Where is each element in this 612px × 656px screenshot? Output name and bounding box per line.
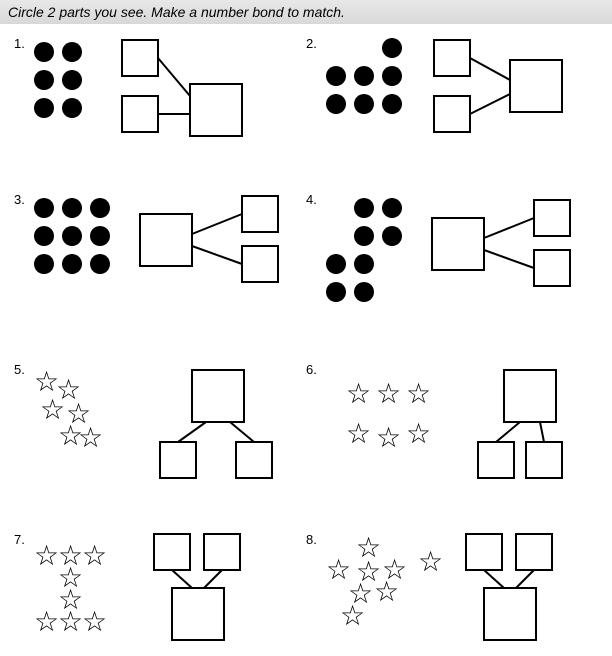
star-icon: ☆ — [406, 380, 431, 408]
dot — [34, 98, 54, 118]
problem-number: 7. — [14, 532, 25, 547]
star-icon: ☆ — [340, 602, 365, 630]
star-icon: ☆ — [346, 420, 371, 448]
dot — [382, 94, 402, 114]
number-bond — [424, 194, 584, 304]
problem-number: 1. — [14, 36, 25, 51]
dot — [326, 94, 346, 114]
dot — [62, 98, 82, 118]
star-icon: ☆ — [346, 380, 371, 408]
number-bond — [132, 190, 292, 290]
dot — [34, 226, 54, 246]
dot — [34, 198, 54, 218]
dot — [382, 226, 402, 246]
star-icon: ☆ — [34, 542, 59, 570]
star-icon: ☆ — [58, 608, 83, 636]
dot — [354, 226, 374, 246]
dot — [90, 226, 110, 246]
dot — [34, 70, 54, 90]
dot — [354, 282, 374, 302]
dot — [382, 198, 402, 218]
dot — [326, 66, 346, 86]
star-icon: ☆ — [376, 424, 401, 452]
number-bond — [154, 364, 284, 484]
dot — [34, 42, 54, 62]
problem-number: 5. — [14, 362, 25, 377]
instruction-header: Circle 2 parts you see. Make a number bo… — [0, 0, 612, 24]
number-bond — [114, 32, 254, 142]
number-bond — [426, 32, 576, 142]
worksheet-grid: 1. 2. 3. — [0, 24, 612, 648]
star-icon: ☆ — [82, 608, 107, 636]
dot — [382, 66, 402, 86]
dot — [62, 226, 82, 246]
instruction-text: Circle 2 parts you see. Make a number bo… — [8, 4, 345, 20]
number-bond — [466, 364, 596, 484]
star-icon: ☆ — [374, 578, 399, 606]
star-icon: ☆ — [78, 424, 103, 452]
number-bond — [144, 528, 274, 648]
dot — [62, 42, 82, 62]
star-icon: ☆ — [418, 548, 443, 576]
dot — [326, 282, 346, 302]
problem-number: 6. — [306, 362, 317, 377]
dot — [354, 94, 374, 114]
dot — [354, 254, 374, 274]
star-icon: ☆ — [376, 380, 401, 408]
problem-number: 8. — [306, 532, 317, 547]
dot — [62, 254, 82, 274]
dot — [354, 66, 374, 86]
star-icon: ☆ — [406, 420, 431, 448]
star-icon: ☆ — [82, 542, 107, 570]
dot — [326, 254, 346, 274]
dot — [62, 70, 82, 90]
problem-number: 2. — [306, 36, 317, 51]
number-bond — [456, 528, 586, 648]
problem-number: 4. — [306, 192, 317, 207]
dot — [34, 254, 54, 274]
problem-number: 3. — [14, 192, 25, 207]
dot — [382, 38, 402, 58]
dot — [90, 198, 110, 218]
dot — [90, 254, 110, 274]
dot — [62, 198, 82, 218]
dot — [354, 198, 374, 218]
star-icon: ☆ — [34, 608, 59, 636]
